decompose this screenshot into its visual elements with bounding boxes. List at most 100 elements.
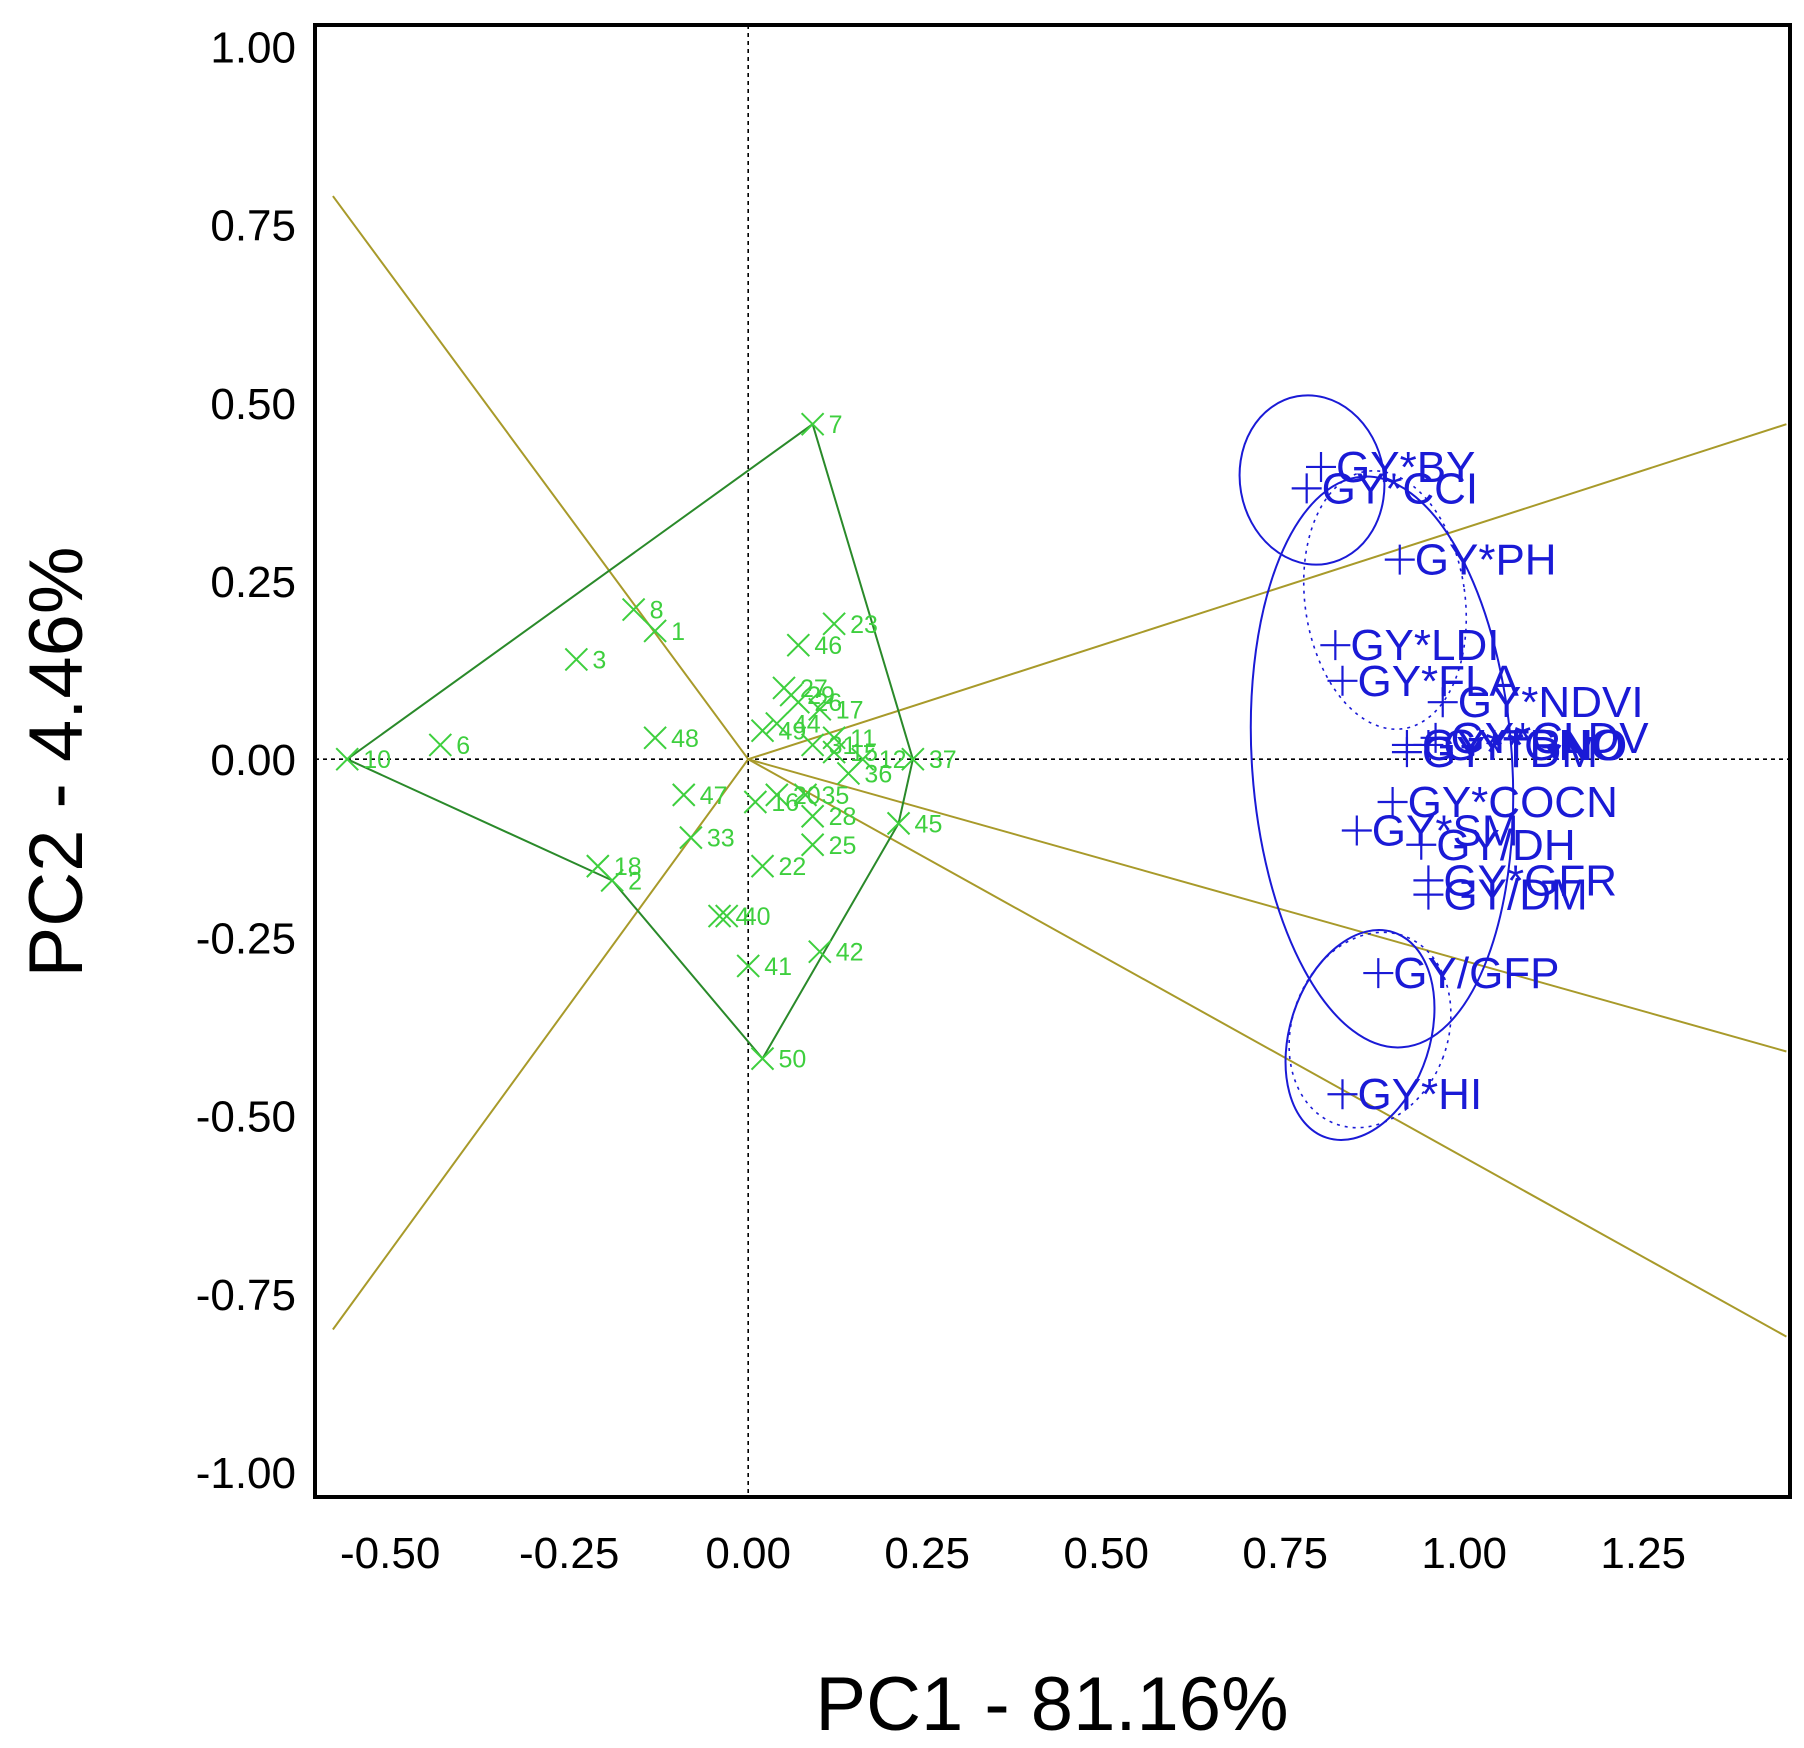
y-axis-ticks: 1.00 0.75 0.50 0.25 0.00 -0.25 -0.50 -0.75 -1.00 — [196, 23, 296, 1498]
trait-cluster-ellipse-dotted-lower — [1288, 931, 1452, 1129]
trait-point: GY*LDI — [1320, 621, 1499, 670]
genotype-marker — [428, 733, 453, 757]
genotype-point: 1 — [643, 618, 685, 646]
genotype-marker — [786, 633, 811, 657]
genotype-label: 44 — [793, 711, 821, 739]
genotype-marker — [800, 412, 825, 436]
trait-point: GY*FLA — [1327, 657, 1520, 706]
genotype-point: 6 — [428, 732, 470, 760]
trait-label: GY*NDVI — [1458, 678, 1644, 727]
genotype-point: 18 — [586, 853, 642, 881]
genotype-marker — [765, 783, 789, 807]
genotype-marker — [808, 939, 832, 964]
x-tick-label: 0.50 — [1063, 1529, 1149, 1578]
genotype-label: 33 — [707, 825, 735, 853]
genotype-label: 7 — [829, 411, 843, 439]
trait-marker — [1427, 687, 1458, 718]
trait-label: GY/DH — [1436, 821, 1575, 870]
genotype-label: 49 — [779, 718, 807, 746]
genotype-point: 46 — [786, 632, 842, 660]
trait-cluster-ellipse-dotted-upper — [1302, 469, 1468, 731]
trait-marker — [1320, 630, 1351, 661]
y-tick-label: 0.25 — [210, 558, 296, 607]
trait-label: GY*SM — [1372, 807, 1519, 856]
genotype-label: 31 — [829, 732, 857, 760]
genotype-label: 35 — [821, 782, 849, 810]
genotype-label: 42 — [836, 939, 864, 967]
genotype-marker — [765, 711, 789, 736]
sector-ray-5 — [332, 758, 750, 1331]
genotype-marker — [643, 726, 667, 750]
genotype-point: 44 — [765, 711, 821, 739]
genotype-label: 4 — [736, 903, 750, 931]
genotype-label: 46 — [814, 632, 842, 660]
genotype-label: 36 — [864, 760, 892, 788]
genotype-point: 36 — [836, 760, 892, 788]
genotype-point: 10 — [335, 746, 391, 774]
y-tick-label: 0.50 — [210, 380, 296, 429]
plot-frame — [313, 23, 1792, 1499]
genotype-label: 29 — [807, 682, 835, 710]
genotype-marker — [600, 868, 624, 893]
y-tick-label: -0.75 — [196, 1271, 296, 1320]
x-tick-label: -0.25 — [519, 1529, 619, 1578]
y-tick-label: 0.00 — [210, 736, 296, 785]
genotype-marker — [750, 1046, 775, 1071]
genotype-label: 6 — [456, 732, 470, 760]
trait-label: GY*BY — [1336, 443, 1475, 492]
x-tick-label: -0.50 — [340, 1529, 440, 1578]
trait-point: GY*SM — [1341, 807, 1519, 856]
trait-label: GY/GFP — [1393, 949, 1559, 998]
trait-point: GY*HI — [1327, 1070, 1482, 1119]
genotype-label: 25 — [829, 832, 857, 860]
x-axis-title: PC1 - 81.16% — [815, 1662, 1288, 1747]
trait-marker — [1406, 829, 1437, 860]
trait-marker — [1363, 958, 1394, 989]
genotype-marker — [836, 761, 861, 786]
sector-ray-4 — [747, 758, 1787, 1338]
trait-ellipses — [1238, 394, 1515, 1141]
genotype-marker — [750, 854, 775, 878]
genotype-marker — [672, 783, 696, 807]
genotype-point: 35 — [793, 782, 849, 810]
genotype-marker — [679, 825, 703, 850]
genotype-label: 11 — [850, 725, 876, 753]
trait-label: GY/DM — [1443, 871, 1587, 920]
genotype-point: 45 — [886, 810, 942, 838]
trait-label: GY*CLDV — [1451, 714, 1650, 763]
genotype-point: 47 — [672, 782, 728, 810]
trait-marker — [1327, 1079, 1358, 1110]
genotype-label: 2 — [628, 867, 642, 895]
genotype-point: 40 — [715, 903, 771, 931]
genotype-marker — [800, 833, 825, 857]
genotype-label: 18 — [614, 853, 642, 881]
x-tick-label: 1.00 — [1421, 1529, 1507, 1578]
trait-label: GY*CCI — [1322, 464, 1478, 513]
genotype-point: 22 — [750, 853, 806, 881]
trait-marker — [1291, 473, 1322, 504]
x-tick-label: 0.00 — [705, 1529, 791, 1578]
genotype-label: 8 — [650, 597, 664, 625]
genotype-marker — [736, 954, 760, 978]
genotype-point: 3 — [564, 646, 606, 674]
genotype-point: 7 — [800, 411, 843, 439]
trait-point: GY*BY — [1306, 443, 1475, 492]
trait-point: GY*NDVI — [1427, 678, 1644, 727]
genotype-label: 15 — [850, 739, 878, 767]
genotype-label: 48 — [671, 725, 699, 753]
trait-point: GY/GFP — [1363, 949, 1560, 998]
y-tick-label: -0.25 — [196, 914, 296, 963]
sector-ray-1 — [332, 195, 749, 760]
genotype-marker — [822, 612, 846, 636]
y-tick-label: 0.75 — [210, 202, 296, 251]
genotype-point: 8 — [621, 597, 664, 625]
genotype-label: 26 — [814, 689, 842, 717]
trait-marker — [1341, 815, 1372, 846]
trait-cluster-ellipse-top — [1238, 394, 1386, 566]
genotype-point: 17 — [808, 696, 864, 724]
genotype-point: 50 — [750, 1046, 806, 1074]
genotype-point: 2 — [600, 867, 642, 895]
genotype-marker — [715, 904, 739, 928]
